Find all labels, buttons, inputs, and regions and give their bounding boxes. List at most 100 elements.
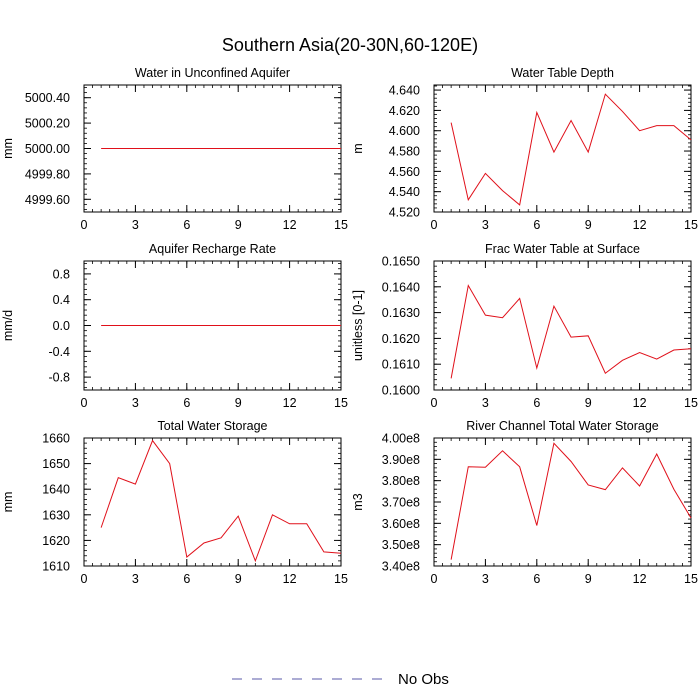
series-line	[450, 93, 692, 206]
x-tick-label: 3	[482, 396, 489, 410]
x-tick-label: 12	[633, 572, 647, 586]
y-axis-label: mm/d	[1, 310, 15, 341]
x-tick-label: 6	[533, 572, 540, 586]
panel-6: River Channel Total Water Storage m3 0 3 6 9 1…	[351, 419, 698, 586]
y-tick-label: 4.580	[389, 145, 420, 159]
panel-2: Water Table Depth m 0 3 6 9 12 15 4.520 4.540 4.56…	[351, 66, 698, 232]
panel-title: Water in Unconfined Aquifer	[135, 66, 290, 80]
y-tick-label: 4.640	[389, 84, 420, 98]
x-tick-label: 9	[585, 572, 592, 586]
y-tick-label: 0.4	[53, 293, 70, 307]
y-tick-label: 0.0	[53, 319, 70, 333]
y-tick-label: 4.620	[389, 104, 420, 118]
x-tick-label: 15	[334, 218, 348, 232]
y-tick-label: 3.90e8	[382, 453, 420, 467]
y-tick-label: 4.520	[389, 206, 420, 220]
y-tick-label: -0.4	[48, 345, 70, 359]
plot-frame	[433, 437, 692, 567]
y-tick-label: 4999.80	[25, 167, 70, 181]
y-tick-label: 4.540	[389, 185, 420, 199]
x-tick-label: 3	[482, 218, 489, 232]
panel-5: Total Water Storage mm 0 3 6 9 12 15 1610 1620 163…	[1, 419, 348, 586]
y-axis-label: m	[351, 143, 365, 153]
x-tick-label: 3	[132, 396, 139, 410]
panel-4: Frac Water Table at Surface unitless [0-1…	[351, 242, 698, 410]
y-tick-label: 0.1620	[382, 332, 420, 346]
series-line	[100, 439, 342, 563]
x-tick-label: 12	[283, 572, 297, 586]
y-tick-label: 1660	[42, 432, 70, 446]
x-tick-label: 0	[81, 572, 88, 586]
y-tick-label: 1630	[42, 508, 70, 522]
x-tick-label: 12	[633, 218, 647, 232]
x-tick-label: 0	[431, 572, 438, 586]
y-tick-label: 0.1650	[382, 255, 420, 269]
y-tick-label: 5000.20	[25, 117, 70, 131]
y-axis-label: mm	[1, 492, 15, 513]
x-tick-label: 9	[585, 396, 592, 410]
y-tick-label: 3.70e8	[382, 496, 420, 510]
y-tick-label: 0.1600	[382, 384, 420, 398]
y-tick-label: 3.40e8	[382, 560, 420, 574]
x-tick-label: 15	[334, 396, 348, 410]
panel-title: River Channel Total Water Storage	[466, 419, 659, 433]
x-tick-label: 9	[235, 218, 242, 232]
y-tick-label: 4.600	[389, 124, 420, 138]
plot-frame	[433, 260, 692, 391]
x-tick-label: 15	[684, 396, 698, 410]
x-tick-label: 12	[283, 218, 297, 232]
panel-title: Water Table Depth	[511, 66, 614, 80]
y-tick-label: 4999.60	[25, 193, 70, 207]
x-tick-label: 6	[533, 218, 540, 232]
panel-3: Aquifer Recharge Rate mm/d 0 3 6 9 12 15 -0.8 -0.…	[1, 242, 348, 410]
legend: No Obs 1850_164	[232, 671, 449, 688]
y-tick-label: 4.00e8	[382, 432, 420, 446]
y-tick-label: 1650	[42, 457, 70, 471]
x-tick-label: 3	[482, 572, 489, 586]
y-tick-label: 0.8	[53, 267, 70, 281]
y-tick-label: -0.8	[48, 371, 70, 385]
y-tick-label: 4.560	[389, 165, 420, 179]
legend-label-no-obs: No Obs	[398, 671, 449, 688]
y-tick-label: 5000.40	[25, 91, 70, 105]
x-tick-label: 3	[132, 218, 139, 232]
series-line	[450, 442, 692, 560]
y-tick-label: 3.50e8	[382, 538, 420, 552]
figure-title: Southern Asia(20-30N,60-120E)	[222, 35, 478, 55]
x-tick-label: 15	[334, 572, 348, 586]
series-line	[450, 284, 692, 379]
y-tick-label: 3.80e8	[382, 474, 420, 488]
y-tick-label: 0.1640	[382, 280, 420, 294]
x-tick-label: 15	[684, 572, 698, 586]
x-tick-label: 0	[81, 218, 88, 232]
x-tick-label: 9	[235, 396, 242, 410]
y-tick-label: 1610	[42, 560, 70, 574]
x-tick-label: 0	[431, 396, 438, 410]
x-tick-label: 12	[283, 396, 297, 410]
x-tick-label: 6	[183, 396, 190, 410]
x-tick-label: 0	[431, 218, 438, 232]
y-tick-label: 0.1630	[382, 306, 420, 320]
y-axis-label: unitless [0-1]	[351, 290, 365, 361]
panel-title: Frac Water Table at Surface	[485, 242, 640, 256]
x-tick-label: 0	[81, 396, 88, 410]
x-tick-label: 6	[533, 396, 540, 410]
panel-1: Water in Unconfined Aquifer mm 0 3 6 9 12 15 499…	[1, 66, 348, 232]
plot-frame	[83, 437, 342, 567]
y-tick-label: 3.60e8	[382, 517, 420, 531]
y-tick-label: 0.1610	[382, 358, 420, 372]
panel-title: Aquifer Recharge Rate	[149, 242, 276, 256]
x-tick-label: 3	[132, 572, 139, 586]
y-tick-label: 5000.00	[25, 142, 70, 156]
y-tick-label: 1640	[42, 483, 70, 497]
panels: Water in Unconfined Aquifer mm 0 3 6 9 12 15 499…	[1, 66, 698, 586]
x-tick-label: 9	[585, 218, 592, 232]
x-tick-label: 12	[633, 396, 647, 410]
y-tick-label: 1620	[42, 534, 70, 548]
y-axis-label: m3	[351, 493, 365, 510]
x-tick-label: 15	[684, 218, 698, 232]
x-tick-label: 9	[235, 572, 242, 586]
x-tick-label: 6	[183, 218, 190, 232]
x-tick-label: 6	[183, 572, 190, 586]
